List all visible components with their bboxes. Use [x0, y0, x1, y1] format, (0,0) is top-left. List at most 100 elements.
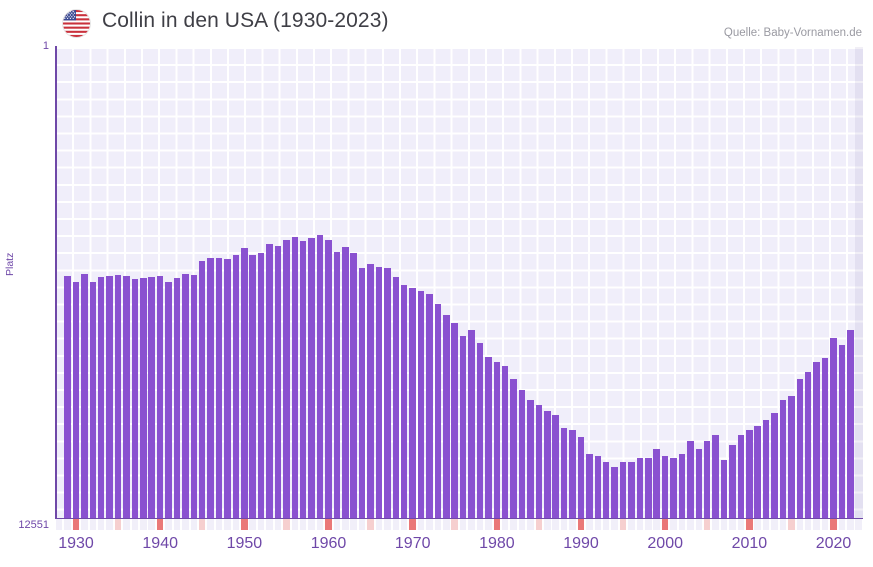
bar: [215, 257, 223, 518]
bar: [316, 234, 324, 518]
bar: [838, 345, 846, 518]
bar: [308, 237, 315, 518]
bar: [114, 275, 122, 518]
bar: [165, 281, 172, 518]
x-tick-cell: [762, 519, 770, 530]
x-tick-cell: [653, 519, 660, 530]
x-tick-cell: [813, 519, 820, 530]
x-tick-cell: [586, 519, 593, 530]
x-tick-cell: [89, 519, 97, 530]
bar: [257, 253, 265, 518]
x-tick-cell: [476, 519, 484, 530]
bar: [443, 315, 450, 518]
x-tick-cell: [392, 519, 400, 530]
bar: [468, 330, 475, 518]
bar: [342, 247, 349, 518]
bar: [493, 362, 501, 518]
bar: [241, 247, 248, 518]
bar: [123, 275, 130, 518]
bar: [535, 405, 543, 518]
bar: [417, 290, 425, 518]
bar: [737, 435, 745, 518]
x-axis-line: [55, 518, 863, 519]
bar: [813, 362, 820, 518]
bar: [81, 274, 88, 518]
x-tick-cell: [232, 519, 240, 530]
bar: [232, 255, 240, 518]
bar: [148, 276, 155, 518]
x-tick-cell: [417, 519, 425, 530]
x-tick-cell: [55, 519, 63, 530]
x-tick-cell: [114, 519, 122, 530]
x-tick-cell: [779, 519, 787, 530]
x-tick-cell: [720, 519, 728, 530]
x-axis-tick-label: 1930: [58, 535, 94, 552]
bar-series: [55, 47, 863, 518]
bar: [333, 251, 341, 518]
bar: [501, 365, 509, 518]
x-tick-cell: [645, 519, 652, 530]
x-tick-cell: [249, 519, 256, 530]
bar: [299, 240, 307, 518]
x-tick-cell: [190, 519, 198, 530]
x-axis-tick-label: 1970: [394, 535, 431, 552]
x-tick-cell: [451, 519, 458, 530]
x-tick-cell: [459, 519, 467, 530]
bar: [695, 448, 703, 518]
us-flag-icon: [63, 10, 90, 37]
bar: [830, 337, 837, 518]
bar: [754, 426, 761, 518]
bar: [712, 435, 719, 518]
x-tick-cell: [333, 519, 341, 530]
bar: [451, 322, 458, 518]
chart-header: Collin in den USA (1930-2023) Quelle: Ba…: [0, 0, 873, 44]
bar: [788, 396, 795, 518]
x-tick-cell: [611, 519, 618, 530]
bar: [434, 304, 442, 518]
bar: [249, 255, 256, 518]
bar: [569, 429, 576, 518]
bar: [645, 457, 652, 518]
x-tick-cell: [165, 519, 172, 530]
x-tick-cell: [552, 519, 559, 530]
x-tick-cell: [661, 519, 669, 530]
bar: [274, 245, 282, 518]
x-tick-cell: [148, 519, 155, 530]
x-tick-cell: [687, 519, 694, 530]
bar: [678, 454, 686, 518]
bar: [140, 277, 147, 518]
bar: [628, 461, 635, 518]
x-tick-cell: [771, 519, 778, 530]
bar: [426, 293, 433, 518]
x-axis-tick-strip: [55, 519, 863, 530]
x-tick-cell: [291, 519, 299, 530]
x-tick-cell: [527, 519, 534, 530]
x-tick-cell: [123, 519, 130, 530]
x-tick-cell: [577, 519, 585, 530]
bar: [687, 441, 694, 518]
bar: [661, 456, 669, 518]
x-tick-cell: [838, 519, 846, 530]
x-tick-cell: [316, 519, 324, 530]
x-tick-cell: [358, 519, 366, 530]
y-axis-tick-bottom: 12551: [18, 519, 49, 531]
x-tick-cell: [670, 519, 677, 530]
bar: [544, 411, 551, 518]
bar: [485, 356, 492, 518]
x-axis-tick-label: 2010: [731, 535, 768, 552]
x-tick-cell: [375, 519, 383, 530]
x-tick-cell: [678, 519, 686, 530]
bar: [190, 275, 198, 518]
bar: [392, 276, 400, 518]
x-tick-cell: [804, 519, 812, 530]
bar: [703, 441, 711, 518]
bar: [367, 263, 374, 518]
bar: [594, 456, 602, 518]
x-tick-cell: [485, 519, 492, 530]
bar: [375, 266, 383, 518]
x-tick-cell: [560, 519, 568, 530]
x-tick-cell: [695, 519, 703, 530]
x-tick-cell: [712, 519, 719, 530]
x-tick-cell: [746, 519, 753, 530]
x-tick-cell: [140, 519, 147, 530]
